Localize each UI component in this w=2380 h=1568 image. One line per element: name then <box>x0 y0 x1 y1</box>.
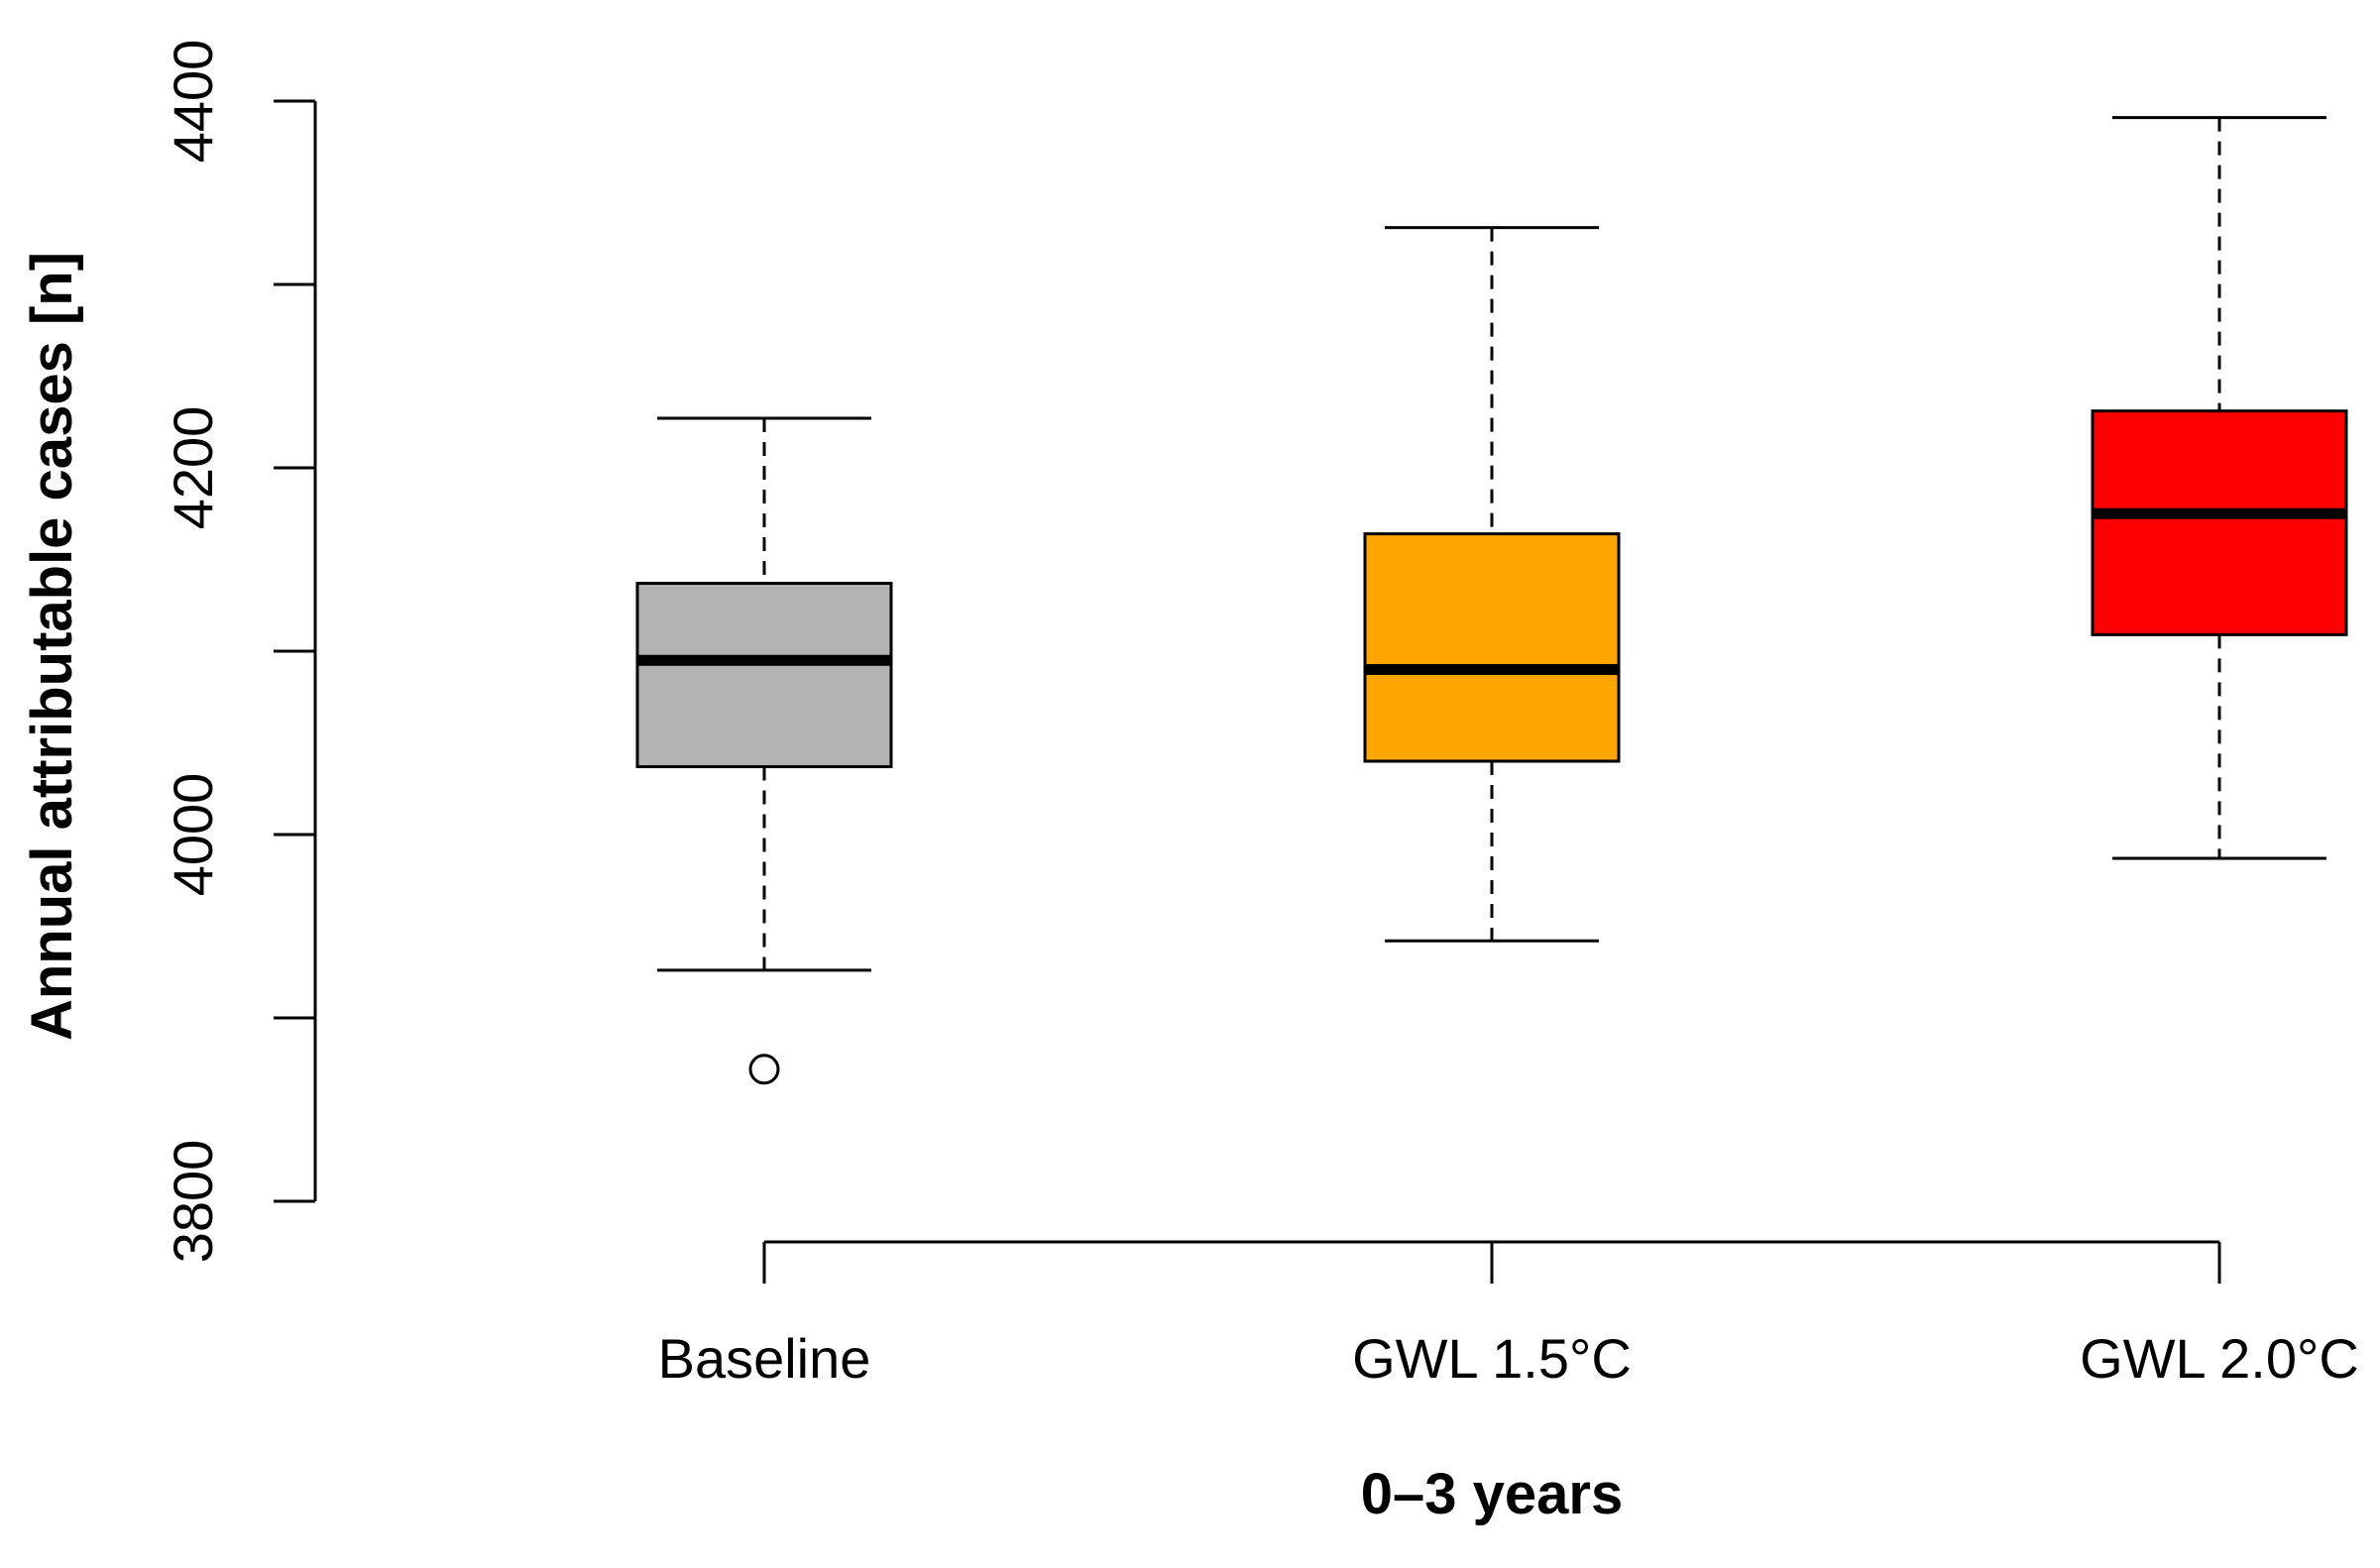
y-tick-label: 4200 <box>162 406 224 530</box>
y-tick-label: 3800 <box>162 1140 224 1264</box>
x-axis: Baseline GWL 1.5°C GWL 2.0°C <box>658 1240 2359 1390</box>
outlier-point <box>748 1054 780 1085</box>
x-tick-label: GWL 1.5°C <box>1352 1327 1632 1390</box>
y-axis-title: Annual attributable cases [n] <box>20 252 84 1041</box>
box-series <box>635 116 2348 1085</box>
y-tick-label: 4400 <box>162 40 224 164</box>
x-axis-title: 0–3 years <box>1361 1462 1623 1526</box>
iqr-box <box>1363 532 1621 763</box>
x-tick-label: Baseline <box>658 1327 871 1390</box>
y-tick-label: 4000 <box>162 773 224 897</box>
x-tick-label: GWL 2.0°C <box>2080 1327 2359 1390</box>
box-2 <box>1363 226 1621 943</box>
y-axis: 3800 4000 4200 4400 <box>162 40 317 1264</box>
box-3 <box>2091 116 2348 860</box>
iqr-box <box>635 582 893 769</box>
box-1 <box>635 416 893 1085</box>
iqr-box <box>2091 409 2348 636</box>
